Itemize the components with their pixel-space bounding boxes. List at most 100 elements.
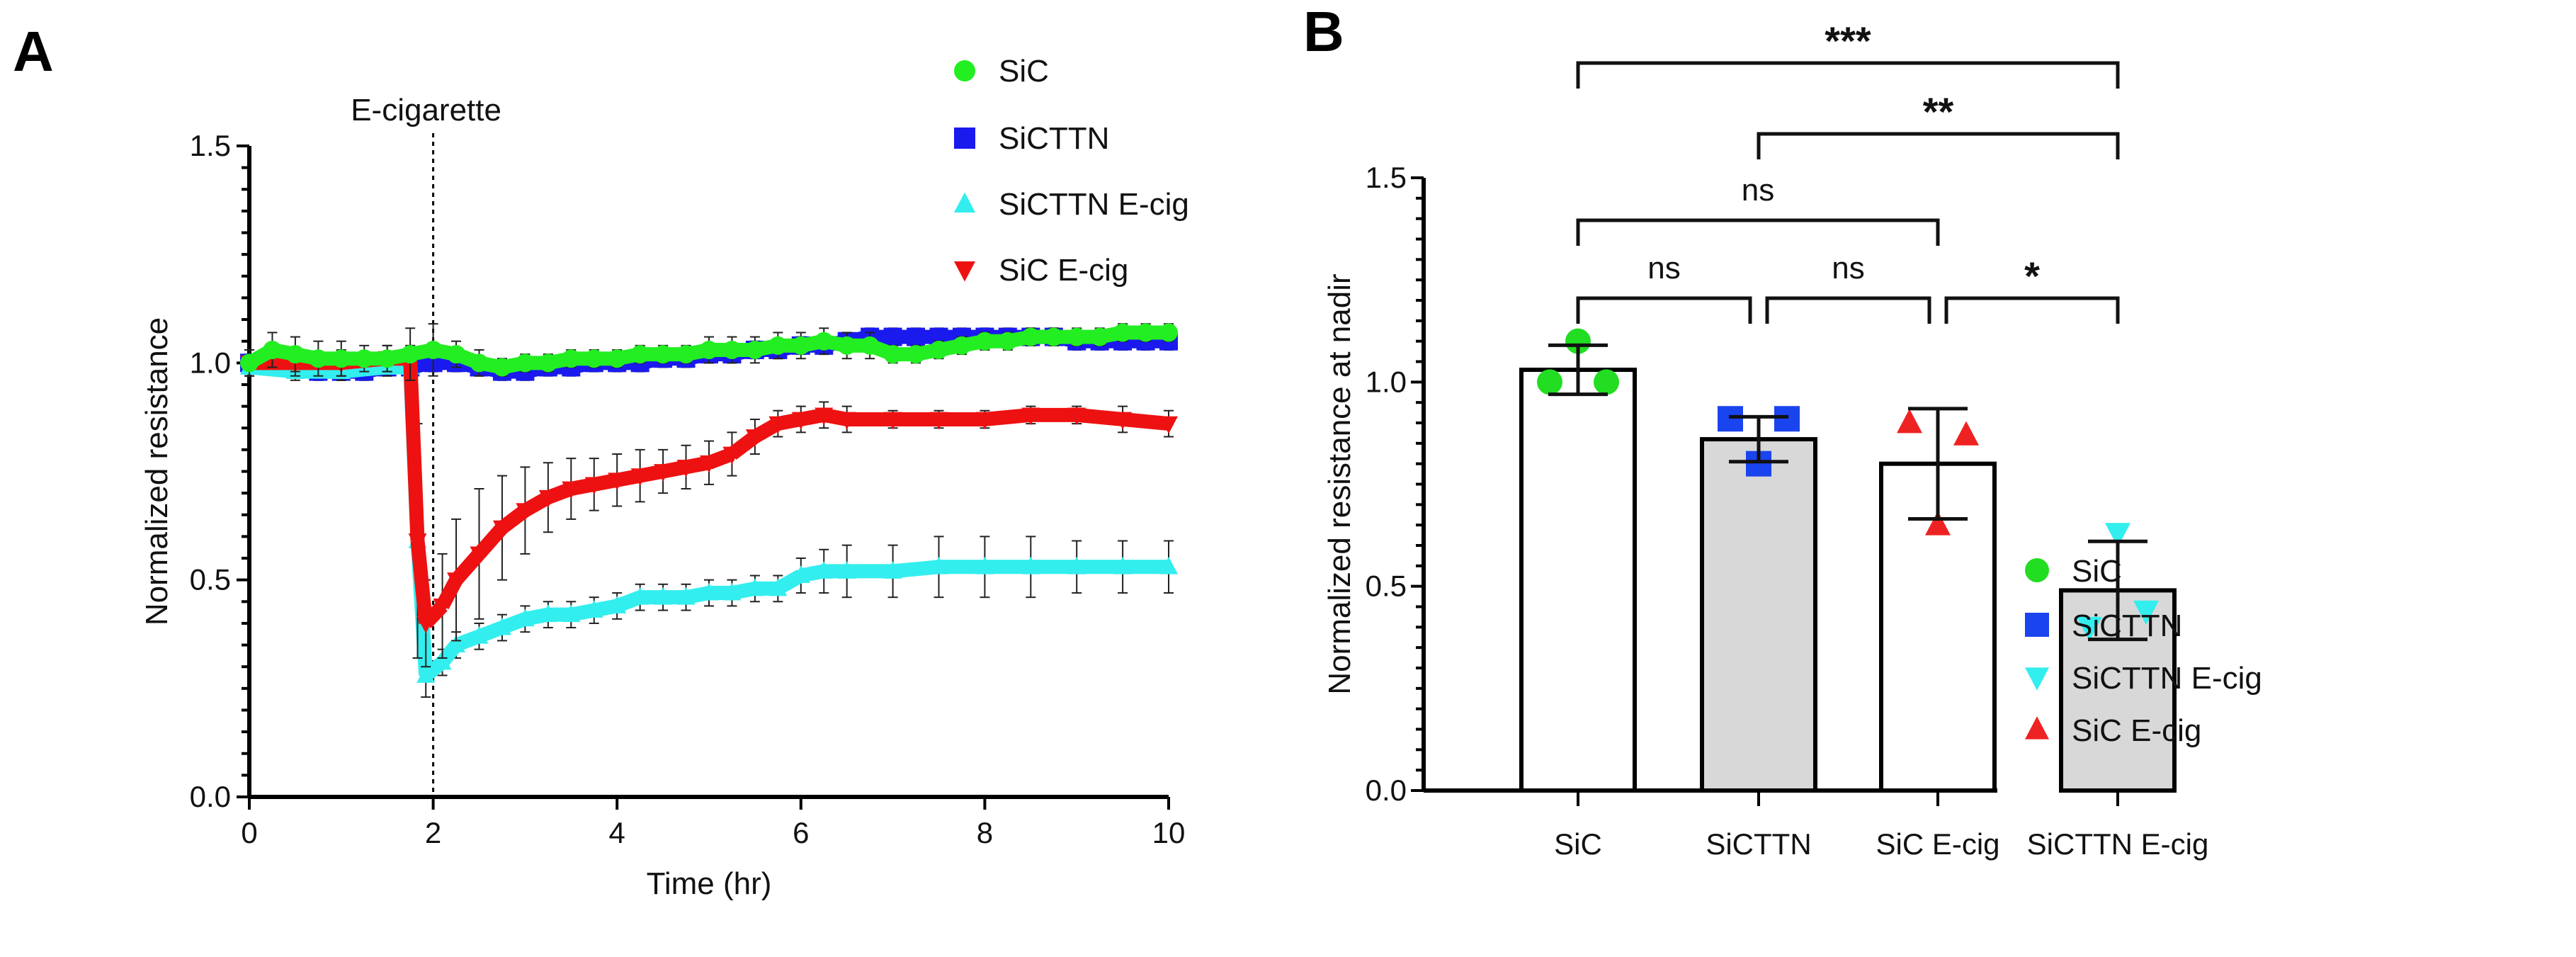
data-point xyxy=(1136,323,1155,342)
data-point xyxy=(1113,323,1133,342)
series-line-segment xyxy=(410,540,433,624)
data-point xyxy=(447,572,466,590)
legend-label: SiC xyxy=(999,54,1049,89)
y-tick-label: 1.0 xyxy=(1366,365,1407,398)
data-point xyxy=(630,468,649,486)
significance-label: ns xyxy=(1832,251,1864,285)
data-point xyxy=(929,340,948,359)
data-point xyxy=(768,336,788,355)
data-point xyxy=(584,349,603,368)
data-point xyxy=(722,340,742,359)
y-tick-label: 1.0 xyxy=(190,346,231,379)
data-point xyxy=(700,582,718,601)
data-point xyxy=(538,604,557,623)
data-point xyxy=(1021,327,1040,346)
data-point xyxy=(676,459,696,477)
data-point xyxy=(538,489,557,508)
y-tick-label: 1.5 xyxy=(1366,161,1407,194)
legend-marker-triangle-down xyxy=(2025,667,2049,691)
data-point xyxy=(1067,407,1086,426)
data-point xyxy=(608,349,627,368)
x-tick-label: 6 xyxy=(793,816,809,849)
legend-marker-triangle-up xyxy=(2025,716,2049,740)
data-point xyxy=(492,617,511,635)
legend-marker-triangle-up xyxy=(954,192,975,213)
significance-bracket xyxy=(1576,296,1752,324)
legend-marker-square xyxy=(954,128,975,149)
significance-bracket xyxy=(1576,218,1940,246)
data-point xyxy=(355,349,374,368)
category-label: SiC E-cig xyxy=(1876,827,1999,861)
data-point xyxy=(883,327,902,346)
data-point xyxy=(837,336,856,355)
significance-bracket xyxy=(1765,296,1931,324)
panel-a-chart: 0.0 0.5 1.0 1.5 0 2 4 6 8 10 Time (hr) Normalized r… xyxy=(140,54,1189,901)
replicate-point xyxy=(2077,616,2102,642)
replicate-point xyxy=(1953,421,1979,446)
data-point xyxy=(447,635,466,652)
y-tick-label: 1.5 xyxy=(190,129,231,162)
legend-label: SiC xyxy=(2072,554,2122,589)
data-point xyxy=(1021,556,1040,574)
data-point xyxy=(1067,556,1086,574)
data-point xyxy=(538,353,557,373)
y-axis-title: Normalized resistance xyxy=(140,317,174,625)
data-point xyxy=(929,556,948,574)
legend-label: SiC E-cig xyxy=(2072,713,2201,748)
data-point xyxy=(1090,327,1109,346)
data-point xyxy=(470,353,489,373)
data-point xyxy=(1067,327,1086,346)
data-point xyxy=(408,533,427,551)
data-point xyxy=(416,665,436,683)
data-point xyxy=(975,412,994,430)
data-point xyxy=(975,332,994,351)
series-line-segment xyxy=(892,560,940,579)
replicate-point xyxy=(2105,523,2130,548)
data-point xyxy=(1159,416,1178,434)
series-line-segment xyxy=(1122,412,1169,431)
data-point xyxy=(470,546,489,565)
category-label: SiC xyxy=(1554,827,1602,861)
panel-a-label: A xyxy=(13,20,54,83)
data-point xyxy=(768,416,788,434)
data-point xyxy=(791,336,810,355)
data-point xyxy=(768,578,788,596)
category-label: SiCTTN xyxy=(1706,827,1811,861)
legend-marker-triangle-down xyxy=(954,261,975,282)
data-point xyxy=(815,407,834,426)
data-point xyxy=(630,587,649,605)
data-point xyxy=(837,412,856,430)
data-point xyxy=(1159,556,1178,574)
bar-sicttn xyxy=(1700,437,1817,793)
data-point xyxy=(883,561,902,579)
replicate-point xyxy=(1565,328,1591,354)
data-point xyxy=(584,600,603,618)
x-tick-label: 10 xyxy=(1152,816,1186,849)
data-point xyxy=(907,345,926,364)
data-point xyxy=(676,345,696,364)
legend-label: SiCTTN xyxy=(999,121,1109,156)
data-point xyxy=(584,477,603,495)
data-point xyxy=(745,340,764,359)
data-point xyxy=(907,327,926,346)
legend-marker-circle xyxy=(2025,558,2049,582)
replicate-point xyxy=(1774,406,1800,432)
replicate-point xyxy=(2133,600,2159,625)
series-sic-e-cig xyxy=(240,344,1178,668)
data-point xyxy=(562,349,581,368)
data-point xyxy=(1044,327,1063,346)
series-line-segment xyxy=(1076,407,1124,426)
data-point xyxy=(883,412,902,430)
data-point xyxy=(516,353,535,373)
data-point xyxy=(433,652,452,670)
data-point xyxy=(929,412,948,430)
data-point xyxy=(331,349,351,368)
replicate-point xyxy=(1594,369,1619,395)
legend-marker-circle xyxy=(954,60,975,81)
data-point xyxy=(883,345,902,364)
x-axis-title: Time (hr) xyxy=(647,866,772,901)
series-sic xyxy=(240,323,1178,381)
series-line-segment xyxy=(984,407,1032,426)
data-point xyxy=(416,616,436,634)
data-point xyxy=(447,345,466,364)
